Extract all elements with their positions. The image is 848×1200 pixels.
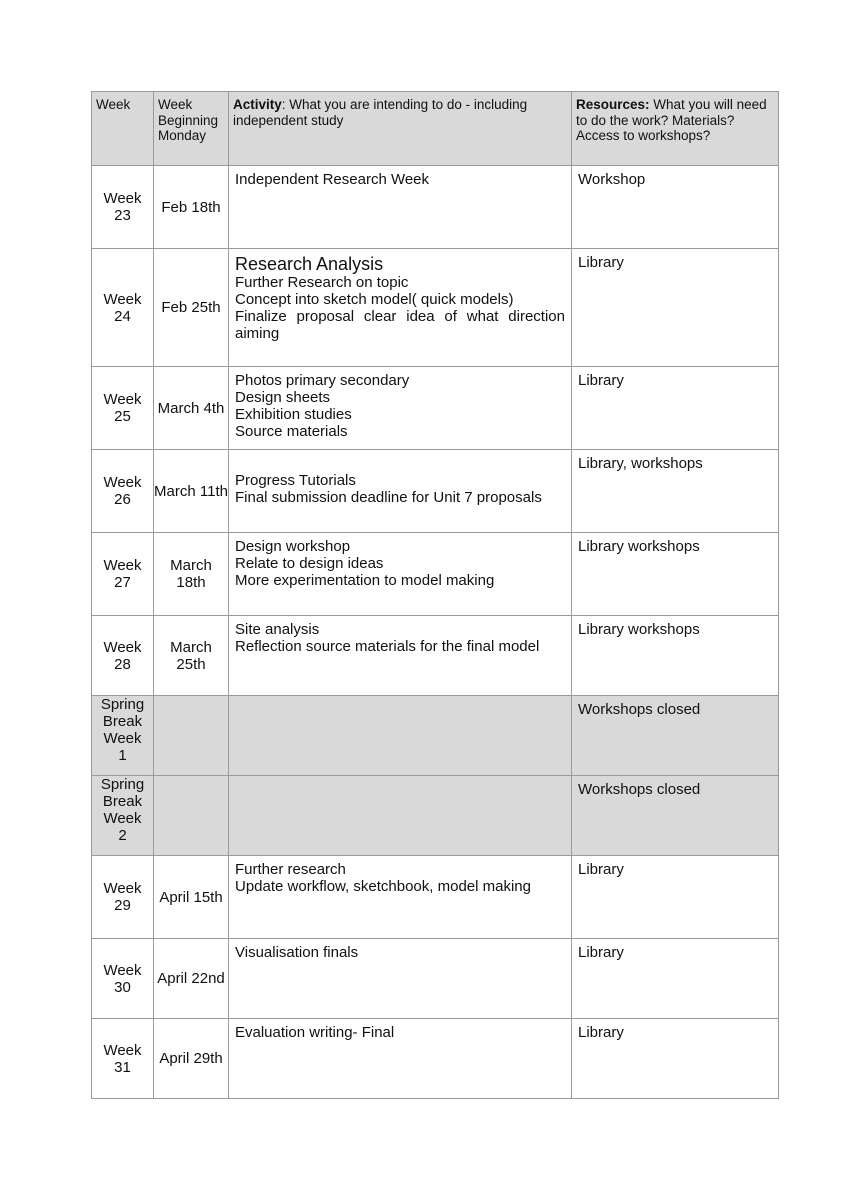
date-cell: Feb 18th xyxy=(153,165,229,249)
header-row: Week Week Beginning Monday Activity: Wha… xyxy=(91,91,779,166)
activity-line: Concept into sketch model( quick models) xyxy=(235,291,514,308)
date-cell: March 11th xyxy=(153,449,229,533)
resources-cell: Library xyxy=(571,1018,779,1099)
table-row: Week 26 March 11th Progress Tutorials Final… xyxy=(91,449,779,533)
activity-line: Finalize proposal clear idea of what dir… xyxy=(235,308,565,342)
week-cell: Week 28 xyxy=(91,615,154,696)
activity-line: Source materials xyxy=(235,423,348,440)
resources-cell: Library workshops xyxy=(571,532,779,616)
resources-cell: Library, workshops xyxy=(571,449,779,533)
activity-line: Design workshop xyxy=(235,538,351,555)
resources-cell: Library xyxy=(571,366,779,450)
activity-line: Site analysis xyxy=(235,621,320,638)
table-row: Week 29 April 15th Further research Update … xyxy=(91,855,779,939)
activity-line: Evaluation writing- Final xyxy=(235,1024,395,1041)
activity-line: Visualisation finals xyxy=(235,944,359,961)
resources-cell: Workshop xyxy=(571,165,779,249)
week-cell: Spring Break Week 1 xyxy=(91,695,154,776)
table-row: Spring Break Week 2 Workshops closed xyxy=(91,775,779,856)
week-cell: Week 25 xyxy=(91,366,154,450)
date-cell: March 4th xyxy=(153,366,229,450)
resources-cell: Library xyxy=(571,938,779,1019)
activity-line: Further Research on topic xyxy=(235,274,409,291)
table-row: Week 28 March 25th Site analysis Reflection… xyxy=(91,615,779,696)
activity-line: More experimentation to model making xyxy=(235,572,495,589)
header-activity: Activity: What you are intending to do -… xyxy=(228,91,572,166)
activity-cell: Independent Research Week xyxy=(228,165,572,249)
table-row: Week 31 April 29th Evaluation writing- Fin… xyxy=(91,1018,779,1099)
date-cell: March 18th xyxy=(153,532,229,616)
activity-line: Research Analysis xyxy=(235,254,384,274)
table-row: Week 30 April 22nd Visualisation finals Lib… xyxy=(91,938,779,1019)
week-cell: Week 31 xyxy=(91,1018,154,1099)
activity-line: Design sheets xyxy=(235,389,331,406)
header-week-beginning: Week Beginning Monday xyxy=(153,91,229,166)
activity-cell: Photos primary secondary Design sheets Exh… xyxy=(228,366,572,450)
week-cell: Week 27 xyxy=(91,532,154,616)
week-cell: Week 26 xyxy=(91,449,154,533)
activity-line: Progress Tutorials xyxy=(235,472,356,489)
week-cell: Spring Break Week 2 xyxy=(91,775,154,856)
activity-line: Reflection source materials for the fina… xyxy=(235,638,540,655)
activity-line: Photos primary secondary xyxy=(235,372,410,389)
table-row: Week 25 March 4th Photos primary secondary… xyxy=(91,366,779,450)
resources-cell: Library workshops xyxy=(571,615,779,696)
activity-cell xyxy=(228,695,572,776)
resources-cell: Library xyxy=(571,248,779,367)
table-row: Week 27 March 18th Design workshop Relate t… xyxy=(91,532,779,616)
week-cell: Week 29 xyxy=(91,855,154,939)
resources-cell: Library xyxy=(571,855,779,939)
activity-cell: Further research Update workflow, sketchb… xyxy=(228,855,572,939)
table-row: Spring Break Week 1 Workshops closed xyxy=(91,695,779,776)
activity-line: Further research xyxy=(235,861,346,878)
date-cell: March 25th xyxy=(153,615,229,696)
activity-line: Relate to design ideas xyxy=(235,555,384,572)
date-cell: Feb 25th xyxy=(153,248,229,367)
date-cell: April 29th xyxy=(153,1018,229,1099)
date-cell: April 22nd xyxy=(153,938,229,1019)
week-cell: Week 23 xyxy=(91,165,154,249)
activity-cell: Site analysis Reflection source materials… xyxy=(228,615,572,696)
activity-cell: Research Analysis Further Research on top… xyxy=(228,248,572,367)
header-resources: Resources: What you will need to do the … xyxy=(571,91,779,166)
date-cell xyxy=(153,695,229,776)
activity-cell: Progress Tutorials Final submission deadl… xyxy=(228,449,572,533)
week-cell: Week 30 xyxy=(91,938,154,1019)
activity-line: Exhibition studies xyxy=(235,406,352,423)
activity-cell: Evaluation writing- Final xyxy=(228,1018,572,1099)
resources-cell: Workshops closed xyxy=(571,695,779,776)
activity-line: Final submission deadline for Unit 7 pro… xyxy=(235,489,542,506)
date-cell xyxy=(153,775,229,856)
resources-cell: Workshops closed xyxy=(571,775,779,856)
activity-cell: Visualisation finals xyxy=(228,938,572,1019)
date-cell: April 15th xyxy=(153,855,229,939)
schedule-table: Week Week Beginning Monday Activity: Wha… xyxy=(91,91,779,1099)
activity-cell xyxy=(228,775,572,856)
table-row: Week 23 Feb 18th Independent Research Week… xyxy=(91,165,779,249)
header-week: Week xyxy=(91,91,154,166)
table-row: Week 24 Feb 25th Research Analysis Further … xyxy=(91,248,779,367)
week-cell: Week 24 xyxy=(91,248,154,367)
activity-line: Update workflow, sketchbook, model makin… xyxy=(235,878,531,895)
activity-cell: Design workshop Relate to design ideas Mor… xyxy=(228,532,572,616)
activity-line: Independent Research Week xyxy=(235,171,430,188)
